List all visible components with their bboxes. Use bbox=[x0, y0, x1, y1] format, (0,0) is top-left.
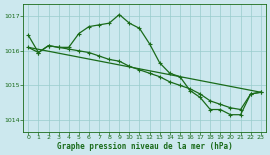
X-axis label: Graphe pression niveau de la mer (hPa): Graphe pression niveau de la mer (hPa) bbox=[57, 142, 232, 151]
